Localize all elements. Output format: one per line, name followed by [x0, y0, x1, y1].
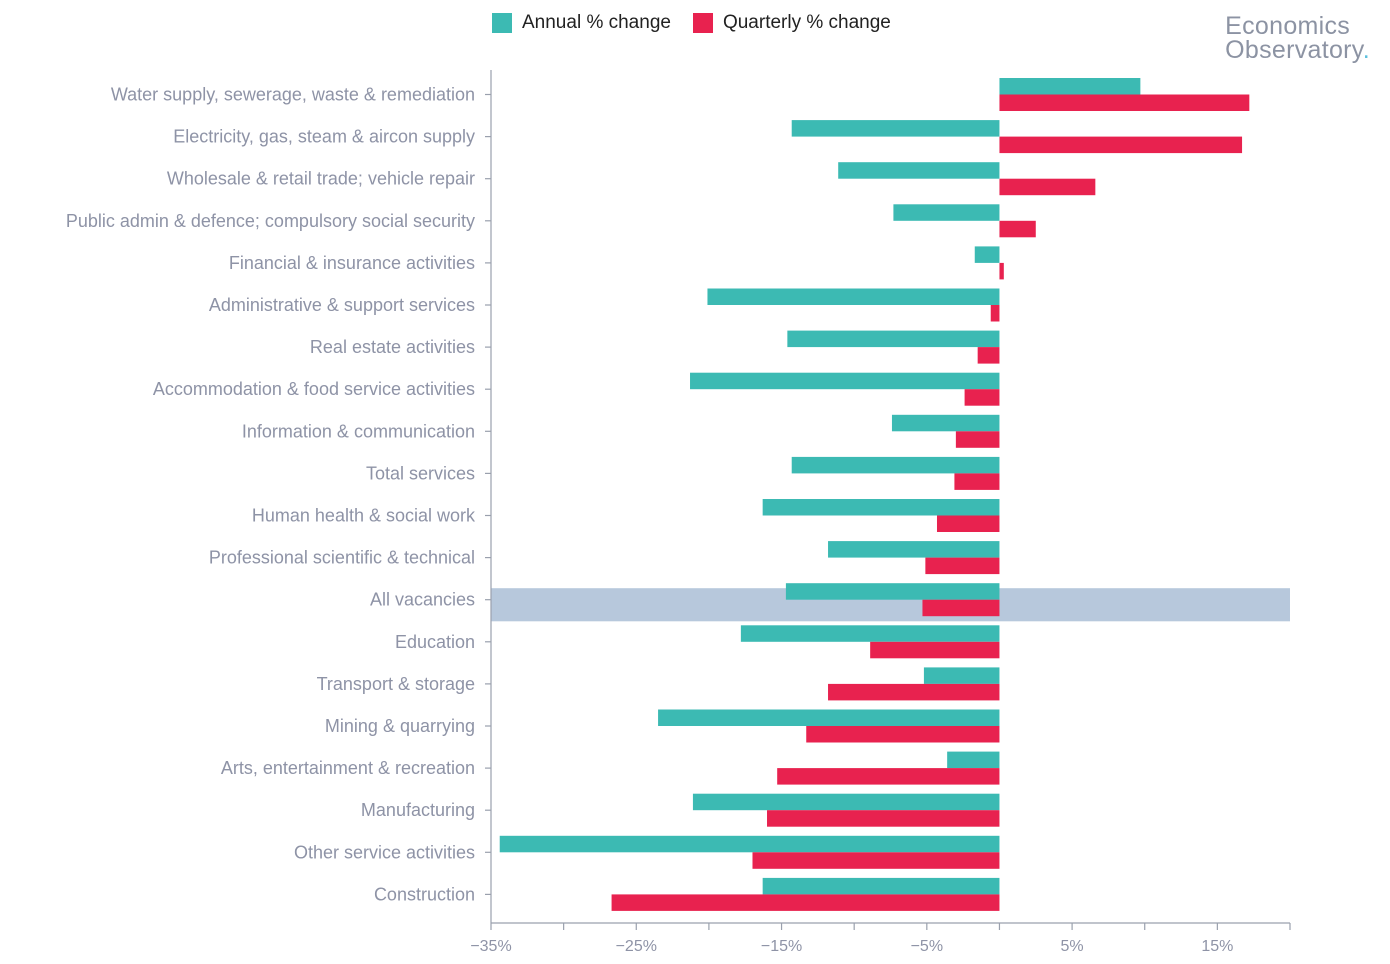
x-tick-label: −35%	[470, 938, 511, 955]
bar-annual	[787, 330, 1000, 348]
category-label: Administrative & support services	[209, 295, 475, 315]
category-label: Information & communication	[242, 421, 475, 441]
bar-quarterly	[999, 262, 1004, 280]
category-label: Mining & quarrying	[325, 716, 475, 736]
bar-annual	[974, 246, 1000, 263]
bar-annual	[999, 78, 1141, 95]
legend-item-quarterly[interactable]: Quarterly % change	[692, 12, 891, 34]
x-tick-label: 15%	[1201, 938, 1233, 955]
category-label: All vacancies	[370, 590, 475, 610]
category-label: Professional scientific & technical	[209, 548, 475, 568]
bar-annual	[828, 541, 1000, 558]
legend-item-annual[interactable]: Annual % change	[492, 12, 671, 34]
bar-annual	[838, 162, 1000, 179]
category-label: Total services	[366, 463, 475, 483]
bar-quarterly	[922, 599, 1000, 617]
bar-quarterly	[806, 726, 1000, 743]
bar-quarterly	[936, 515, 1000, 532]
category-label: Arts, entertainment & recreation	[221, 758, 475, 778]
bar-annual	[923, 667, 1000, 684]
bar-annual	[947, 751, 1000, 769]
category-label: Other service activities	[294, 842, 475, 862]
legend-swatch-annual	[492, 13, 512, 33]
category-label: Wholesale & retail trade; vehicle repair	[167, 169, 475, 189]
bar-quarterly	[870, 641, 1000, 659]
bar-annual	[791, 456, 1000, 474]
bar-quarterly	[999, 178, 1096, 196]
bar-annual	[891, 414, 1000, 432]
category-label: Construction	[374, 884, 475, 904]
bar-quarterly	[955, 431, 1000, 448]
bar-quarterly	[828, 683, 1000, 701]
category-label: Real estate activities	[310, 337, 475, 357]
category-label: Public admin & defence; compulsory socia…	[66, 211, 475, 231]
category-label: Human health & social work	[252, 506, 476, 526]
bar-quarterly	[767, 810, 1000, 827]
bar-quarterly	[999, 94, 1250, 111]
bar-annual	[707, 288, 1000, 305]
bar-quarterly	[954, 473, 1000, 490]
bar-quarterly	[752, 852, 1000, 869]
category-label: Electricity, gas, steam & aircon supply	[173, 127, 475, 147]
economics-observatory-logo: Economics Observatory.	[1225, 12, 1370, 64]
bar-quarterly	[964, 389, 1000, 406]
x-tick-label: 5%	[1061, 938, 1084, 955]
bar-annual	[692, 793, 1000, 811]
bar-quarterly	[999, 220, 1036, 238]
bar-quarterly	[777, 768, 1000, 785]
logo-line-1: Economics	[1225, 12, 1351, 40]
bar-annual	[762, 877, 1000, 895]
category-label: Financial & insurance activities	[229, 253, 475, 273]
category-label: Transport & storage	[317, 674, 475, 694]
bar-annual	[499, 835, 1000, 853]
x-tick-label: −25%	[616, 938, 657, 955]
logo-dot: .	[1362, 36, 1370, 64]
bar-annual	[690, 372, 1000, 390]
category-label: Manufacturing	[361, 800, 475, 820]
bar-annual	[762, 499, 1000, 516]
category-label: Accommodation & food service activities	[153, 379, 475, 399]
bar-quarterly	[999, 136, 1243, 154]
legend: Annual % change Quarterly % change	[492, 12, 913, 34]
bar-annual	[893, 204, 1000, 221]
x-tick-label: −15%	[761, 938, 802, 955]
category-label: Education	[395, 632, 475, 652]
bar-quarterly	[977, 347, 1000, 364]
logo-line-2: Observatory	[1225, 36, 1363, 64]
bar-annual	[740, 625, 1000, 642]
bar-annual	[791, 120, 1000, 137]
bar-quarterly	[990, 305, 1000, 322]
bar-annual	[785, 583, 1000, 600]
legend-swatch-quarterly	[692, 13, 713, 33]
bar-annual	[658, 709, 1000, 726]
bar-quarterly	[611, 894, 1000, 911]
category-label: Water supply, sewerage, waste & remediat…	[111, 85, 475, 105]
bar-quarterly	[925, 557, 1000, 575]
legend-label-annual: Annual % change	[522, 12, 671, 33]
legend-label-quarterly: Quarterly % change	[722, 12, 891, 33]
x-tick-label: −5%	[911, 938, 943, 955]
